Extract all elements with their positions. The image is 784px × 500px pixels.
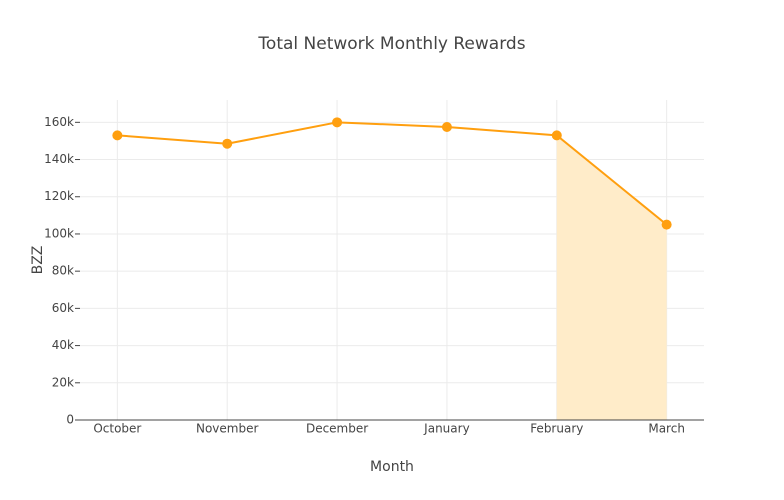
y-tick-label: 140k bbox=[44, 152, 74, 166]
point bbox=[661, 219, 672, 230]
point bbox=[222, 138, 233, 149]
y-tick-label: 80k bbox=[52, 264, 74, 278]
y-tick-label: 60k bbox=[52, 301, 74, 315]
y-tick-label: 20k bbox=[52, 375, 74, 389]
y-axis-title: BZZ bbox=[30, 246, 46, 275]
point bbox=[332, 117, 343, 128]
y-tick-label: 160k bbox=[44, 115, 74, 129]
shaded-area bbox=[556, 135, 667, 421]
point bbox=[551, 130, 562, 141]
chart-title: Total Network Monthly Rewards bbox=[257, 34, 525, 54]
y-tick-label: 40k bbox=[52, 338, 74, 352]
point bbox=[441, 121, 452, 132]
x-axis-title: Month bbox=[370, 459, 414, 475]
y-tick-label: 120k bbox=[44, 189, 74, 203]
y-tick-label: 0 bbox=[66, 413, 74, 427]
line bbox=[117, 121, 668, 226]
x-tick-label: November bbox=[196, 422, 258, 436]
x-tick-label: October bbox=[93, 422, 141, 436]
point bbox=[112, 130, 123, 141]
x-tick-label: December bbox=[306, 422, 368, 436]
x-tick-label: January bbox=[423, 422, 470, 436]
x-tick-label: February bbox=[530, 422, 583, 436]
x-tick-label: March bbox=[648, 422, 685, 436]
y-tick-label: 100k bbox=[44, 226, 74, 240]
